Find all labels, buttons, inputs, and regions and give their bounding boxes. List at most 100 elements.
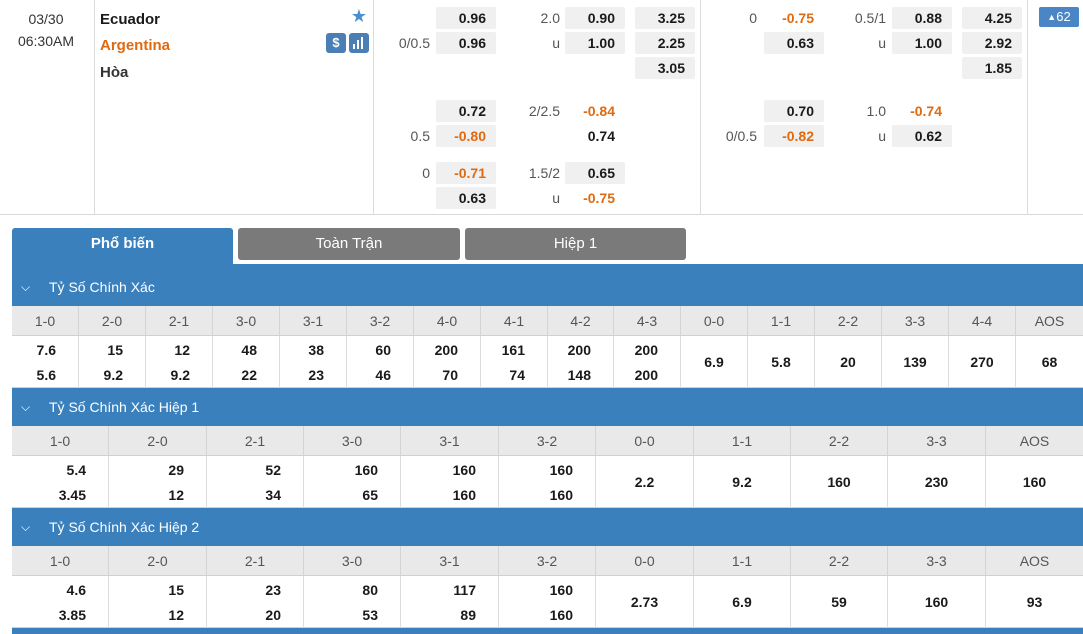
away-odd[interactable]: 148: [567, 367, 591, 383]
star-icon[interactable]: ★: [350, 6, 368, 26]
ft-ou-under-odd[interactable]: -0.75: [583, 190, 615, 206]
tab-popular[interactable]: Phổ biến: [12, 228, 233, 265]
draw-odd[interactable]: 160: [827, 474, 851, 490]
home-odd[interactable]: 48: [241, 342, 257, 358]
score-odds-cell[interactable]: 160: [986, 456, 1083, 508]
score-odds-cell[interactable]: 15 9.2: [79, 336, 146, 388]
away-odd[interactable]: 20: [265, 607, 281, 623]
away-odd[interactable]: 70: [442, 367, 458, 383]
h1-1x2-away-odd[interactable]: 2.92: [962, 32, 1022, 54]
draw-odd[interactable]: 2.2: [634, 474, 655, 490]
score-odds-cell[interactable]: 59: [791, 576, 888, 628]
score-odds-cell[interactable]: 23 20: [207, 576, 304, 628]
draw-odd[interactable]: 6.9: [732, 594, 752, 610]
away-odd[interactable]: 22: [241, 367, 257, 383]
ft-handicap-away-odd[interactable]: 0.63: [436, 187, 496, 209]
draw-odd[interactable]: 230: [924, 474, 949, 490]
score-odds-cell[interactable]: 2.2: [596, 456, 694, 508]
score-odds-cell[interactable]: 15 12: [109, 576, 207, 628]
draw-odd[interactable]: 93: [1026, 594, 1043, 610]
score-odds-cell[interactable]: 200 70: [414, 336, 481, 388]
score-odds-cell[interactable]: 68: [1016, 336, 1083, 388]
ft-1x2-away-odd[interactable]: 2.25: [635, 32, 695, 54]
home-odd[interactable]: 60: [375, 342, 391, 358]
home-odd[interactable]: 160: [354, 462, 378, 478]
section-header[interactable]: ⌵ Tỷ Số Chính Xác Hiệp 1: [12, 388, 1083, 426]
ft-handicap-home-odd[interactable]: 0.96: [436, 7, 496, 29]
score-odds-cell[interactable]: 60 46: [347, 336, 414, 388]
away-odd[interactable]: 160: [452, 487, 476, 503]
tab-first-half[interactable]: Hiệp 1: [465, 228, 686, 260]
score-odds-cell[interactable]: 20: [815, 336, 882, 388]
home-odd[interactable]: 38: [308, 342, 324, 358]
away-odd[interactable]: 74: [509, 367, 525, 383]
ft-ou-under-odd[interactable]: 1.00: [565, 32, 625, 54]
away-odd[interactable]: 5.6: [36, 367, 56, 383]
home-odd[interactable]: 117: [453, 582, 476, 598]
ft-ou-over-odd[interactable]: -0.84: [583, 103, 615, 119]
home-odd[interactable]: 161: [501, 342, 525, 358]
h1-ou-over-odd[interactable]: 0.88: [892, 7, 952, 29]
home-odd[interactable]: 200: [634, 342, 658, 358]
score-odds-cell[interactable]: 80 53: [304, 576, 401, 628]
score-odds-cell[interactable]: 160 160: [499, 576, 596, 628]
section-header[interactable]: ⌵ Tỷ Số Chính Xác Hiệp 2: [12, 508, 1083, 546]
score-odds-cell[interactable]: 12 9.2: [146, 336, 213, 388]
away-odd[interactable]: 65: [362, 487, 378, 503]
draw-odd[interactable]: 160: [1022, 474, 1047, 490]
away-odd[interactable]: 46: [375, 367, 391, 383]
ft-handicap-home-odd[interactable]: 0.72: [436, 100, 496, 122]
ft-handicap-home-odd[interactable]: -0.71: [436, 162, 496, 184]
home-odd[interactable]: 29: [168, 462, 184, 478]
away-odd[interactable]: 160: [549, 607, 573, 623]
home-odd[interactable]: 23: [265, 582, 281, 598]
h1-ou-under-odd[interactable]: 1.00: [892, 32, 952, 54]
score-odds-cell[interactable]: 117 89: [401, 576, 499, 628]
score-odds-cell[interactable]: 6.9: [694, 576, 791, 628]
home-odd[interactable]: 52: [265, 462, 281, 478]
chevron-down-icon[interactable]: ⌵: [21, 280, 31, 294]
away-odd[interactable]: 9.2: [103, 367, 123, 383]
home-odd[interactable]: 4.6: [66, 582, 86, 598]
h1-handicap-home-odd[interactable]: -0.75: [782, 10, 814, 26]
score-odds-cell[interactable]: 230: [888, 456, 986, 508]
away-team[interactable]: Argentina: [100, 37, 171, 54]
score-odds-cell[interactable]: 2.73: [596, 576, 694, 628]
draw-odd[interactable]: 5.8: [771, 354, 791, 370]
score-odds-cell[interactable]: 270: [949, 336, 1016, 388]
home-odd[interactable]: 80: [362, 582, 378, 598]
away-odd[interactable]: 89: [460, 607, 476, 623]
draw-odd[interactable]: 59: [831, 594, 847, 610]
tab-full-match[interactable]: Toàn Trận: [238, 228, 460, 260]
away-odd[interactable]: 9.2: [170, 367, 190, 383]
score-odds-cell[interactable]: 160 65: [304, 456, 401, 508]
h1-handicap-away-odd[interactable]: 0.63: [764, 32, 824, 54]
draw-odd[interactable]: 2.73: [630, 594, 659, 610]
score-odds-cell[interactable]: 161 74: [481, 336, 548, 388]
h1-handicap-home-odd[interactable]: 0.70: [764, 100, 824, 122]
score-odds-cell[interactable]: 5.8: [748, 336, 815, 388]
draw-odd[interactable]: 9.2: [732, 474, 752, 490]
score-odds-cell[interactable]: 29 12: [109, 456, 207, 508]
away-odd[interactable]: 3.45: [58, 487, 86, 503]
score-odds-cell[interactable]: 6.9: [681, 336, 748, 388]
bar-chart-icon[interactable]: [349, 33, 369, 53]
score-odds-cell[interactable]: 38 23: [280, 336, 347, 388]
chevron-down-icon[interactable]: ⌵: [21, 520, 31, 534]
score-odds-cell[interactable]: 160: [888, 576, 986, 628]
score-odds-cell[interactable]: 200 148: [548, 336, 614, 388]
home-odd[interactable]: 12: [174, 342, 190, 358]
h1-1x2-home-odd[interactable]: 4.25: [962, 7, 1022, 29]
away-odd[interactable]: 160: [549, 487, 573, 503]
ft-ou-under-odd[interactable]: 0.74: [587, 128, 615, 144]
score-odds-cell[interactable]: 5.4 3.45: [12, 456, 109, 508]
dollar-icon[interactable]: $: [326, 33, 346, 53]
score-odds-cell[interactable]: 52 34: [207, 456, 304, 508]
section-header[interactable]: ⌵ Tỷ Số Chính Xác: [12, 268, 1083, 306]
ft-handicap-away-odd[interactable]: -0.80: [436, 125, 496, 147]
draw-odd[interactable]: 139: [903, 354, 927, 370]
score-odds-cell[interactable]: 4.6 3.85: [12, 576, 109, 628]
away-odd[interactable]: 53: [362, 607, 378, 623]
draw-odd[interactable]: 270: [970, 354, 994, 370]
score-odds-cell[interactable]: 139: [882, 336, 949, 388]
